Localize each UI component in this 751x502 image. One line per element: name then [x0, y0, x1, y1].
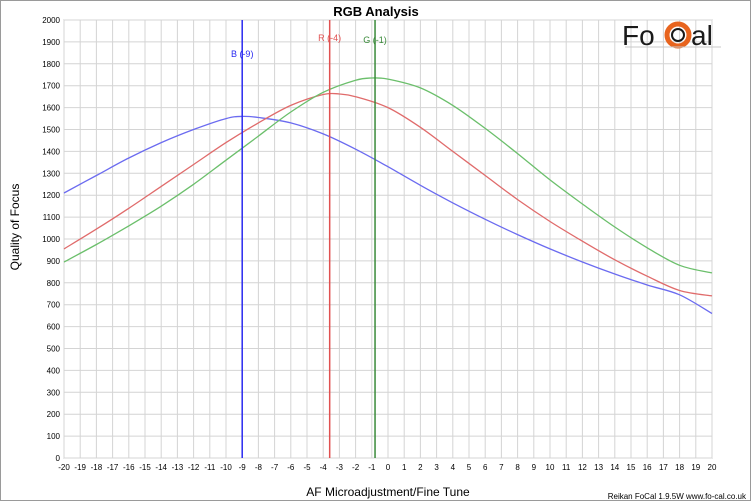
- x-tick-label: 2: [418, 463, 423, 472]
- y-tick-label: 1400: [42, 147, 60, 156]
- marker-label: B (-9): [231, 49, 254, 59]
- marker-lines: B (-9) R (-4) G (-1): [231, 20, 387, 458]
- x-tick-label: 7: [499, 463, 504, 472]
- y-tick-label: 2000: [42, 16, 60, 25]
- x-tick-label: 10: [546, 463, 555, 472]
- x-tick-label: 9: [532, 463, 537, 472]
- y-tick-labels: 0 100 200 300 400 500 600 700 800 900 1000 1100 1200…: [42, 16, 60, 463]
- x-tick-label: 4: [451, 463, 456, 472]
- x-tick-label: -13: [172, 463, 184, 472]
- series-line-b: [63, 115, 713, 315]
- y-tick-label: 1500: [42, 126, 60, 135]
- grid: [63, 19, 713, 459]
- y-tick-label: 200: [47, 410, 61, 419]
- y-tick-label: 600: [47, 323, 61, 332]
- x-tick-label: -20: [58, 463, 70, 472]
- x-tick-label: -10: [220, 463, 232, 472]
- y-tick-label: 1900: [42, 38, 60, 47]
- x-tick-label: 11: [562, 463, 571, 472]
- x-tick-label: 15: [627, 463, 636, 472]
- focal-logo: Fo al: [622, 20, 721, 51]
- x-tick-label: -14: [155, 463, 167, 472]
- x-tick-label: 1: [402, 463, 407, 472]
- y-axis-label: Quality of Focus: [8, 184, 22, 271]
- series-line-r: [63, 92, 713, 297]
- x-tick-label: -1: [368, 463, 376, 472]
- x-tick-label: -12: [188, 463, 200, 472]
- marker-label: R (-4): [318, 33, 341, 43]
- chart-title: RGB Analysis: [333, 4, 419, 19]
- y-tick-label: 300: [47, 388, 61, 397]
- logo-text-right: al: [691, 20, 713, 51]
- x-tick-label: -3: [336, 463, 344, 472]
- y-tick-label: 900: [47, 257, 61, 266]
- x-tick-label: -11: [204, 463, 216, 472]
- logo-text-left: Fo: [622, 20, 655, 51]
- y-tick-label: 500: [47, 345, 61, 354]
- y-tick-label: 1300: [42, 169, 60, 178]
- x-tick-label: 17: [659, 463, 668, 472]
- y-tick-label: 1200: [42, 191, 60, 200]
- x-tick-label: -9: [239, 463, 247, 472]
- y-tick-label: 1600: [42, 104, 60, 113]
- x-tick-label: 13: [594, 463, 603, 472]
- x-tick-label: -5: [303, 463, 311, 472]
- x-tick-label: -2: [352, 463, 360, 472]
- x-axis-label: AF Microadjustment/Fine Tune: [306, 485, 470, 499]
- x-tick-label: 8: [515, 463, 520, 472]
- x-tick-label: 19: [691, 463, 700, 472]
- y-tick-label: 1800: [42, 60, 60, 69]
- x-tick-label: 16: [643, 463, 652, 472]
- x-tick-label: 5: [467, 463, 472, 472]
- y-tick-label: 1100: [43, 213, 61, 222]
- x-tick-label: -18: [91, 463, 103, 472]
- footer-credit: Reikan FoCal 1.9.5W www.fo-cal.co.uk: [608, 492, 747, 501]
- y-tick-label: 400: [47, 366, 61, 375]
- x-tick-label: -4: [320, 463, 328, 472]
- x-tick-label: -16: [123, 463, 135, 472]
- y-tick-label: 0: [56, 454, 61, 463]
- x-tick-label: 12: [578, 463, 587, 472]
- x-tick-labels: -20 -19 -18 -17 -16 -15 -14 -13 -12 -11 -10 -9 -8 -7-…: [58, 463, 717, 472]
- series-line-g: [63, 77, 713, 274]
- x-tick-label: -17: [107, 463, 119, 472]
- x-tick-label: 0: [386, 463, 391, 472]
- x-tick-label: -6: [287, 463, 295, 472]
- y-tick-label: 1700: [42, 82, 60, 91]
- x-tick-label: -7: [271, 463, 279, 472]
- y-tick-label: 1000: [42, 235, 60, 244]
- x-tick-label: 3: [434, 463, 439, 472]
- x-tick-label: 18: [675, 463, 684, 472]
- series-lines: [63, 77, 713, 315]
- x-tick-label: 20: [708, 463, 717, 472]
- y-tick-label: 100: [47, 432, 61, 441]
- y-tick-label: 700: [47, 301, 61, 310]
- marker-label: G (-1): [363, 35, 387, 45]
- x-tick-label: -19: [74, 463, 86, 472]
- x-tick-label: -15: [139, 463, 151, 472]
- x-tick-label: 14: [610, 463, 619, 472]
- logo-ring-icon: [664, 21, 692, 49]
- y-tick-label: 800: [47, 279, 61, 288]
- x-tick-label: -8: [255, 463, 263, 472]
- logo-ring-inner-icon: [671, 28, 685, 42]
- x-tick-label: 6: [483, 463, 488, 472]
